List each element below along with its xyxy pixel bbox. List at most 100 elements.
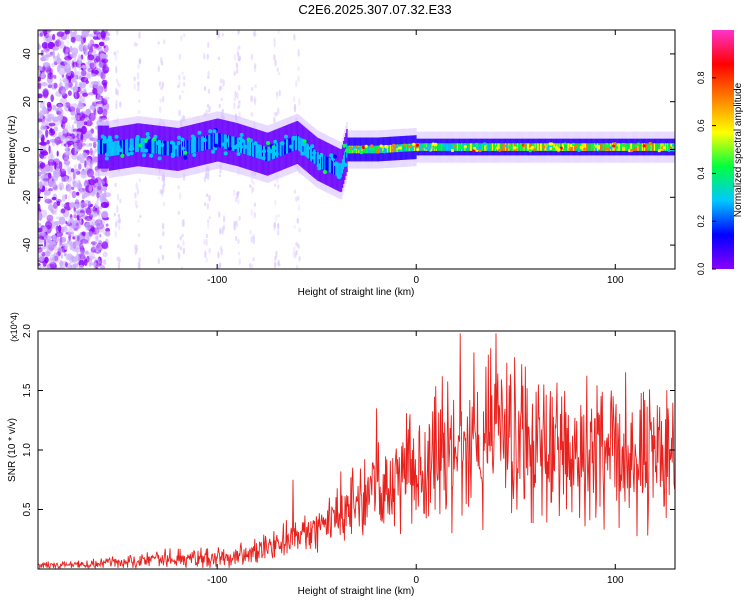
spectrogram-cell bbox=[406, 143, 409, 152]
spectrogram-cell bbox=[218, 211, 221, 219]
spectrogram-cell bbox=[233, 145, 238, 150]
spectrogram-cell bbox=[292, 250, 295, 259]
spectrogram-cell bbox=[45, 35, 53, 43]
spectrogram-cell bbox=[312, 151, 317, 155]
spectrogram-cell bbox=[99, 83, 102, 87]
spectrogram-cell bbox=[99, 234, 102, 238]
spectrogram-cell bbox=[340, 163, 343, 178]
spectrogram-cell bbox=[60, 31, 68, 41]
spectrogram-cell bbox=[640, 143, 643, 151]
spectrogram-cell bbox=[181, 115, 184, 123]
spectrogram-cell bbox=[70, 103, 78, 111]
spectrogram-cell bbox=[192, 136, 196, 141]
spectrogram-cell bbox=[479, 143, 482, 151]
y-tick-label: 0.5 bbox=[22, 502, 33, 516]
spectrogram-cell bbox=[205, 171, 208, 179]
spectrogram-cell bbox=[528, 143, 530, 151]
spectrogram-cell bbox=[177, 142, 180, 157]
spectrogram-cell bbox=[312, 148, 314, 163]
spectrogram-cell bbox=[118, 83, 121, 88]
spectrogram-cell bbox=[437, 143, 439, 151]
spectrogram-cell bbox=[52, 46, 59, 51]
spectrogram-cell bbox=[95, 185, 99, 192]
spectrogram-cell bbox=[235, 62, 239, 69]
spectrogram-cell bbox=[238, 100, 241, 104]
spectrogram-cell bbox=[551, 143, 553, 151]
spectrogram-cell bbox=[384, 145, 387, 153]
spectrogram-cell bbox=[69, 240, 72, 247]
spectrogram-cell bbox=[64, 55, 72, 61]
spectrogram-cell bbox=[98, 240, 102, 245]
spectrogram-cell bbox=[356, 145, 358, 154]
spectrogram-cell bbox=[265, 146, 267, 161]
spectrogram-cell bbox=[87, 67, 95, 72]
spectrogram-cell bbox=[69, 189, 72, 194]
spectrogram-cell bbox=[668, 143, 670, 151]
spectrogram-cell bbox=[100, 71, 106, 80]
spectrogram-cell bbox=[58, 40, 65, 49]
spectrogram-cell bbox=[103, 139, 105, 155]
spectrogram-cell bbox=[171, 141, 173, 156]
spectrogram-cell bbox=[336, 174, 341, 179]
spectrogram-cell bbox=[78, 153, 82, 160]
spectrogram-cell bbox=[250, 111, 253, 118]
spectrogram-cell bbox=[260, 145, 263, 160]
spectrogram-cell bbox=[177, 135, 181, 140]
spectrogram-cell bbox=[236, 52, 240, 58]
spectrogram-cell bbox=[190, 139, 193, 154]
spectrogram-cell bbox=[65, 107, 68, 112]
spectrogram-cell bbox=[89, 147, 93, 156]
spectrogram-cell bbox=[486, 143, 488, 151]
spectrogram-cell bbox=[99, 246, 102, 251]
spectrogram-cell bbox=[250, 95, 253, 103]
spectrogram-cell bbox=[63, 157, 69, 163]
spectrogram-cell bbox=[113, 141, 115, 156]
spectrogram-cell bbox=[633, 143, 635, 151]
spectrogram-cell bbox=[70, 168, 75, 173]
spectrogram-cell bbox=[208, 129, 213, 134]
spectrogram-cell bbox=[250, 209, 253, 216]
spectrogram-cell bbox=[108, 138, 113, 143]
spectrogram-cell bbox=[89, 262, 98, 266]
spectrogram-cell bbox=[96, 205, 100, 215]
spectrogram-cell bbox=[432, 143, 435, 151]
spectrogram-cell bbox=[359, 145, 361, 154]
spectrogram-cell bbox=[618, 143, 621, 151]
spectrogram-cell bbox=[87, 33, 96, 37]
spectrogram-cell bbox=[97, 259, 100, 267]
spectrogram-cell bbox=[294, 252, 297, 259]
spectrogram-cell bbox=[99, 60, 107, 68]
spectrogram-cell bbox=[237, 105, 240, 109]
spectrogram-cell bbox=[295, 80, 298, 88]
spectrogram-cell bbox=[476, 146, 480, 150]
spectrogram-cell bbox=[207, 75, 210, 79]
spectrogram-cell bbox=[273, 139, 278, 144]
spectrogram-cell bbox=[385, 145, 389, 149]
spectrogram-cell bbox=[41, 55, 46, 61]
spectrogram-cell bbox=[177, 244, 180, 249]
spectrogram-cell bbox=[50, 94, 54, 102]
x-tick-label: -100 bbox=[207, 275, 227, 286]
spectrogram-cell bbox=[182, 82, 186, 87]
spectrogram-cell bbox=[498, 148, 502, 152]
spectrogram-cell bbox=[292, 136, 295, 152]
spectrogram-cell bbox=[336, 161, 338, 176]
spectrogram-cell bbox=[567, 143, 569, 151]
spectrogram-cell bbox=[94, 238, 98, 245]
spectrogram-cell bbox=[218, 262, 222, 268]
spectrogram-cell bbox=[157, 41, 160, 45]
x-tick-label: 100 bbox=[607, 275, 624, 286]
spectrogram-cell bbox=[252, 257, 255, 262]
spectrogram-cell bbox=[293, 103, 297, 109]
spectrogram-cell bbox=[526, 143, 529, 151]
spectrogram-cell bbox=[239, 132, 244, 137]
spectrogram-cell bbox=[293, 104, 296, 113]
spectrogram-cell bbox=[144, 148, 149, 153]
spectrogram-cell bbox=[236, 92, 239, 100]
spectrogram-cell bbox=[528, 149, 532, 153]
spectrogram-cell bbox=[80, 171, 88, 179]
spectrogram-cell bbox=[96, 30, 99, 35]
x-tick-label: 0 bbox=[413, 575, 419, 586]
spectrogram-cell bbox=[424, 146, 428, 150]
spectrogram-cell bbox=[251, 112, 254, 117]
